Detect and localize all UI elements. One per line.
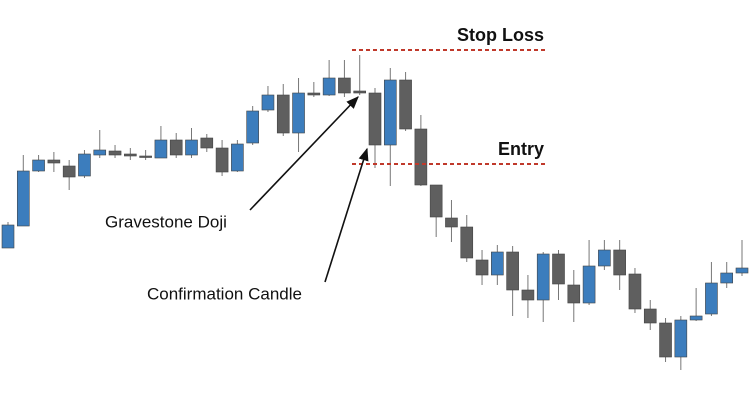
candle-body	[735, 267, 749, 274]
candle-body	[246, 110, 259, 144]
candle-body	[705, 282, 718, 315]
candle-body	[62, 165, 76, 178]
candle-body	[689, 315, 703, 321]
candle-body	[429, 184, 443, 218]
candle-body	[108, 150, 122, 156]
arrow	[249, 96, 359, 211]
candle-body	[414, 128, 428, 186]
candles	[1, 55, 749, 370]
candle-body	[567, 284, 581, 304]
candle-body	[16, 170, 30, 227]
annotation: Confirmation Candle	[147, 284, 302, 303]
candle-body	[582, 265, 596, 304]
candle-body	[613, 249, 626, 276]
candle-body	[475, 259, 489, 276]
candle-body	[445, 217, 458, 228]
candle-body	[93, 149, 107, 156]
candle-body	[521, 289, 535, 301]
candle-body	[200, 137, 214, 149]
candle-body	[399, 79, 412, 130]
candle-body	[32, 159, 45, 172]
candle-body	[338, 77, 351, 94]
candle-body	[215, 147, 229, 173]
candle-body	[169, 139, 183, 156]
candle-body	[536, 253, 550, 301]
candle-body	[460, 226, 474, 259]
candle-body	[643, 308, 657, 324]
candle-body	[185, 139, 198, 156]
candle-body	[307, 92, 321, 96]
candle-body	[154, 139, 168, 159]
candle-body	[628, 273, 642, 310]
candle-body	[78, 153, 91, 177]
candle-body	[276, 94, 290, 134]
candle-body	[322, 77, 336, 96]
candle-body	[674, 319, 688, 358]
candle-body	[383, 79, 397, 146]
candle-body	[491, 251, 504, 276]
candle-body	[292, 92, 305, 134]
arrow	[324, 147, 369, 283]
annotation: Gravestone Doji	[105, 212, 227, 231]
candle-body	[353, 90, 367, 94]
candle-body	[720, 272, 734, 284]
candle-body	[506, 251, 519, 291]
candle-body	[261, 94, 275, 111]
candle-body	[231, 143, 244, 172]
candle-body	[1, 224, 15, 249]
candle-body	[659, 322, 672, 358]
candle-body	[552, 253, 565, 285]
level-label: Stop Loss	[457, 25, 544, 45]
candle-body	[139, 155, 152, 158]
levels: Stop Loss Entry	[352, 25, 545, 165]
level-label: Entry	[498, 139, 544, 159]
candle-body	[598, 249, 611, 267]
candle-body	[368, 92, 382, 146]
candle-body	[47, 159, 61, 164]
candle-body	[124, 153, 137, 157]
